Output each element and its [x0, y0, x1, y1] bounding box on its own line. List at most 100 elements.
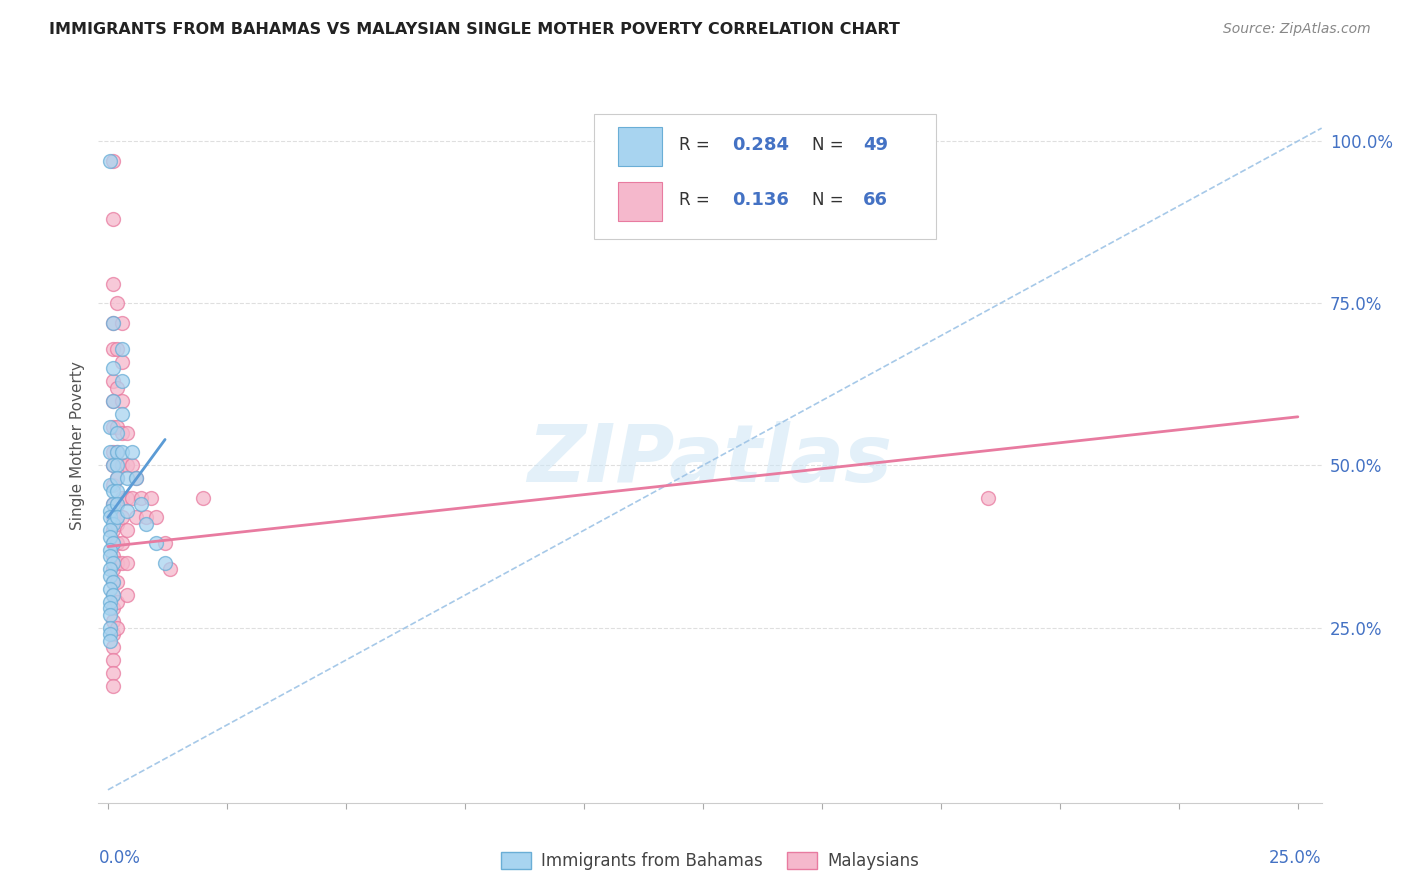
- Point: [101, 374, 124, 388]
- Point: [115, 504, 138, 518]
- Point: [98, 478, 121, 492]
- Point: [111, 393, 134, 408]
- Point: [107, 445, 129, 459]
- Point: [111, 458, 134, 473]
- Point: [98, 633, 121, 648]
- Point: [101, 445, 124, 459]
- Point: [115, 524, 138, 538]
- Point: [115, 556, 138, 570]
- Point: [107, 471, 129, 485]
- Point: [129, 491, 152, 505]
- Point: [107, 536, 129, 550]
- Point: [101, 484, 124, 499]
- Point: [101, 575, 124, 590]
- Text: R =: R =: [679, 136, 710, 153]
- Point: [98, 582, 121, 596]
- Point: [101, 588, 124, 602]
- Point: [98, 524, 121, 538]
- Y-axis label: Single Mother Poverty: Single Mother Poverty: [70, 361, 86, 531]
- Point: [125, 510, 148, 524]
- Point: [101, 653, 124, 667]
- Point: [101, 588, 124, 602]
- Point: [101, 153, 124, 168]
- Point: [125, 471, 148, 485]
- FancyBboxPatch shape: [593, 114, 936, 239]
- Point: [107, 381, 129, 395]
- Point: [101, 627, 124, 641]
- Point: [107, 484, 129, 499]
- Point: [125, 471, 148, 485]
- Point: [101, 510, 124, 524]
- Point: [98, 568, 121, 582]
- Point: [101, 342, 124, 356]
- Point: [145, 510, 167, 524]
- Point: [107, 458, 129, 473]
- Text: 0.136: 0.136: [733, 191, 789, 209]
- Point: [101, 536, 124, 550]
- Point: [101, 458, 124, 473]
- Text: R =: R =: [679, 191, 710, 209]
- Point: [101, 640, 124, 654]
- Point: [98, 621, 121, 635]
- Point: [101, 277, 124, 291]
- Point: [98, 627, 121, 641]
- Point: [977, 491, 1000, 505]
- Point: [101, 562, 124, 576]
- Point: [115, 425, 138, 440]
- Point: [107, 296, 129, 310]
- Point: [101, 556, 124, 570]
- Point: [111, 316, 134, 330]
- Point: [115, 588, 138, 602]
- Point: [98, 542, 121, 557]
- Point: [153, 556, 176, 570]
- Point: [101, 361, 124, 376]
- Point: [107, 556, 129, 570]
- Bar: [619, 127, 662, 166]
- Point: [135, 510, 157, 524]
- Point: [111, 342, 134, 356]
- Point: [98, 607, 121, 622]
- Point: [121, 491, 143, 505]
- Point: [101, 549, 124, 564]
- Point: [101, 666, 124, 681]
- Point: [101, 316, 124, 330]
- Point: [101, 601, 124, 615]
- Point: [98, 510, 121, 524]
- Point: [107, 516, 129, 531]
- Point: [101, 211, 124, 226]
- Point: [101, 679, 124, 693]
- Point: [111, 556, 134, 570]
- Point: [101, 575, 124, 590]
- Point: [107, 445, 129, 459]
- Point: [111, 491, 134, 505]
- Point: [107, 342, 129, 356]
- Bar: [619, 182, 662, 221]
- Point: [107, 510, 129, 524]
- Text: 66: 66: [863, 191, 889, 209]
- Point: [98, 595, 121, 609]
- Point: [121, 445, 143, 459]
- Point: [107, 419, 129, 434]
- Text: 25.0%: 25.0%: [1270, 849, 1322, 867]
- Point: [101, 316, 124, 330]
- Point: [111, 425, 134, 440]
- Point: [98, 601, 121, 615]
- Text: 49: 49: [863, 136, 889, 153]
- Point: [98, 549, 121, 564]
- Legend: Immigrants from Bahamas, Malaysians: Immigrants from Bahamas, Malaysians: [494, 845, 927, 877]
- Point: [107, 575, 129, 590]
- Point: [107, 621, 129, 635]
- Point: [107, 497, 129, 511]
- Point: [101, 419, 124, 434]
- Point: [101, 393, 124, 408]
- Point: [107, 595, 129, 609]
- Point: [98, 530, 121, 544]
- Point: [111, 407, 134, 421]
- Point: [145, 536, 167, 550]
- Text: N =: N =: [811, 191, 844, 209]
- Point: [107, 497, 129, 511]
- Point: [191, 491, 214, 505]
- Text: N =: N =: [811, 136, 844, 153]
- Point: [115, 471, 138, 485]
- Point: [107, 425, 129, 440]
